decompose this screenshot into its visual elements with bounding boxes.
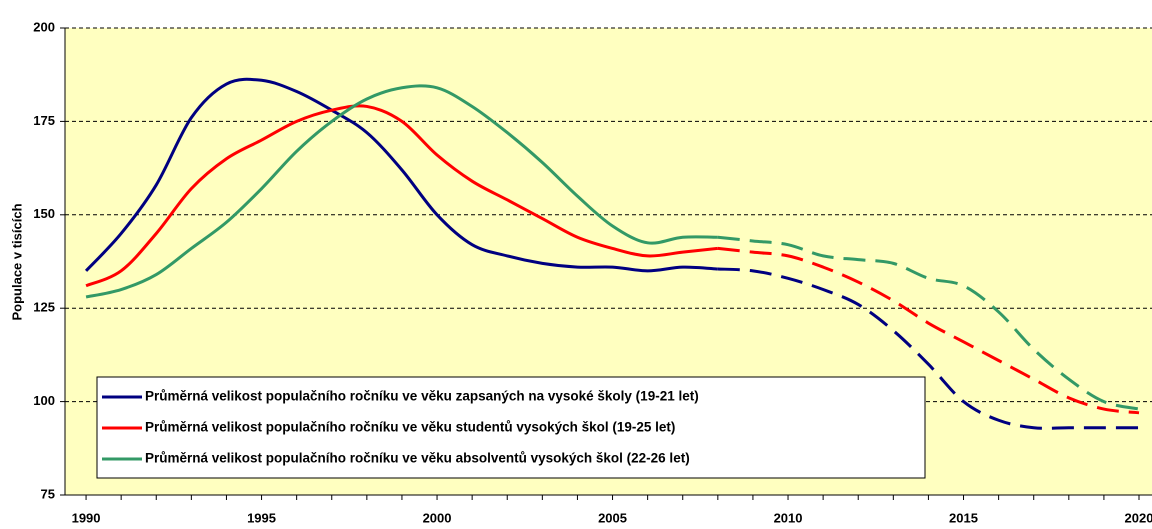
- y-tick-label: 150: [33, 206, 55, 221]
- y-tick-label: 125: [33, 300, 55, 315]
- line: [85, 104, 718, 288]
- line: [84, 77, 718, 273]
- x-tick-label: 1995: [247, 510, 276, 525]
- x-tick-label: 2015: [949, 510, 978, 525]
- line-projection: [717, 246, 1140, 415]
- y-tick-label: 75: [41, 486, 55, 501]
- legend: Průměrná velikost populačního ročníku ve…: [96, 376, 926, 479]
- x-tick-label: 2005: [598, 510, 627, 525]
- y-axis-label: Populace v tisících: [9, 203, 24, 320]
- y-tick-label: 175: [33, 113, 55, 128]
- y-tick-label: 200: [33, 19, 55, 34]
- x-tick-label: 2020: [1125, 510, 1152, 525]
- x-tick-label: 2010: [774, 510, 803, 525]
- line-projection: [717, 267, 1140, 430]
- legend-box: [96, 376, 926, 479]
- x-tick-label: 1990: [72, 510, 101, 525]
- line: [85, 84, 718, 299]
- legend-label: Průměrná velikost populačního ročníku ve…: [145, 420, 675, 435]
- y-tick-label: 100: [33, 393, 55, 408]
- x-tick-label: 2000: [423, 510, 452, 525]
- legend-label: Průměrná velikost populačního ročníku ve…: [145, 451, 690, 466]
- legend-label: Průměrná velikost populačního ročníku ve…: [145, 389, 699, 404]
- line-projection: [717, 235, 1140, 411]
